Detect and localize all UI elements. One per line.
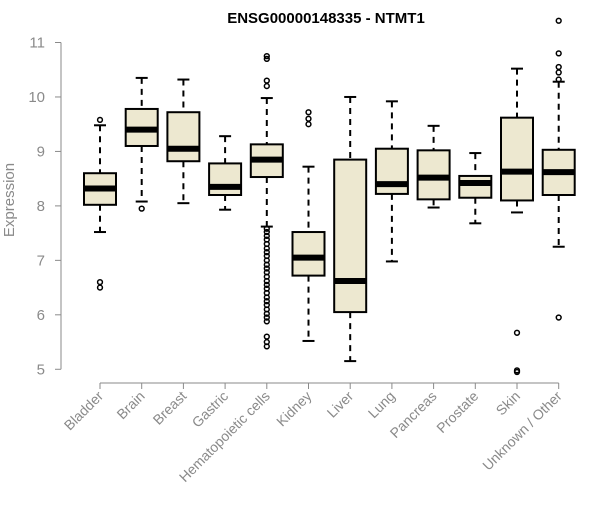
- box-iqr: [374, 147, 409, 195]
- x-tick-label: Brain: [113, 388, 147, 422]
- outlier-point: [305, 109, 312, 116]
- y-tick-label: 8: [37, 198, 45, 215]
- box-group: [208, 135, 243, 211]
- outlier-point: [263, 277, 270, 285]
- x-tick-label: Lung: [365, 388, 398, 421]
- chart-title: ENSG00000148335 - NTMT1: [227, 10, 425, 27]
- outlier-point: [263, 314, 270, 321]
- outlier-point: [263, 333, 270, 340]
- outlier-point: [305, 121, 312, 128]
- box-series: [83, 17, 576, 376]
- x-tick-label: Kidney: [273, 388, 315, 430]
- outlier-point: [555, 17, 562, 24]
- outlier-point: [263, 249, 270, 256]
- y-tick-label: 11: [29, 35, 45, 52]
- box-iqr: [208, 162, 243, 196]
- outlier-point: [263, 310, 270, 317]
- box-group: [374, 100, 409, 263]
- y-tick-label: 9: [37, 143, 45, 160]
- y-axis-label: Expression: [1, 163, 18, 237]
- outlier-point: [138, 205, 145, 212]
- outlier-point: [263, 294, 270, 301]
- box-iqr: [333, 158, 368, 314]
- outlier-point: [263, 228, 270, 236]
- outlier-point: [555, 76, 562, 83]
- box-group: [333, 95, 368, 363]
- outlier-point: [555, 50, 562, 57]
- outlier-point: [555, 69, 562, 76]
- outlier-point: [263, 261, 270, 268]
- outlier-point: [263, 77, 270, 84]
- y-tick-label: 5: [37, 361, 45, 378]
- box-group: [458, 152, 493, 225]
- box-iqr: [458, 174, 493, 199]
- outlier-point: [96, 284, 104, 291]
- outlier-point: [263, 343, 270, 350]
- box-group: [291, 109, 326, 342]
- box-iqr: [500, 116, 534, 202]
- outlier-point: [555, 63, 562, 71]
- outlier-point: [513, 368, 521, 376]
- outlier-point: [555, 314, 562, 321]
- outlier-point: [96, 278, 104, 286]
- outlier-point: [96, 116, 104, 123]
- outlier-point: [513, 329, 521, 336]
- x-tick-label: Liver: [324, 388, 357, 421]
- outlier-point: [263, 55, 270, 62]
- outlier-point: [263, 225, 270, 232]
- x-tick-label: Skin: [493, 388, 524, 419]
- x-tick-label: Unknown / Other: [479, 388, 565, 474]
- box-group: [541, 17, 576, 321]
- box-group: [500, 67, 534, 376]
- box-iqr: [166, 111, 201, 163]
- outlier-point: [263, 245, 270, 252]
- y-tick-label: 6: [37, 307, 45, 324]
- box-group: [416, 124, 451, 209]
- outlier-point: [263, 298, 270, 305]
- y-tick-label: 7: [37, 252, 45, 269]
- outlier-point: [263, 281, 270, 289]
- x-tick-label: Bladder: [61, 388, 107, 434]
- box-group: [166, 78, 201, 205]
- outlier-point: [263, 265, 270, 272]
- outlier-point: [263, 52, 270, 60]
- box-iqr: [291, 231, 326, 277]
- y-axis: 5 6 7 8 9 10 11: [28, 35, 62, 378]
- outlier-point: [263, 82, 270, 90]
- x-tick-label: Breast: [150, 388, 190, 428]
- box-group: [83, 116, 117, 291]
- outlier-point: [263, 318, 270, 325]
- outlier-point: [263, 232, 270, 239]
- box-group: [249, 52, 284, 350]
- x-tick-label: Prostate: [433, 388, 481, 436]
- y-tick-label: 10: [28, 89, 45, 106]
- box-group: [124, 76, 159, 212]
- outlier-point: [305, 115, 312, 122]
